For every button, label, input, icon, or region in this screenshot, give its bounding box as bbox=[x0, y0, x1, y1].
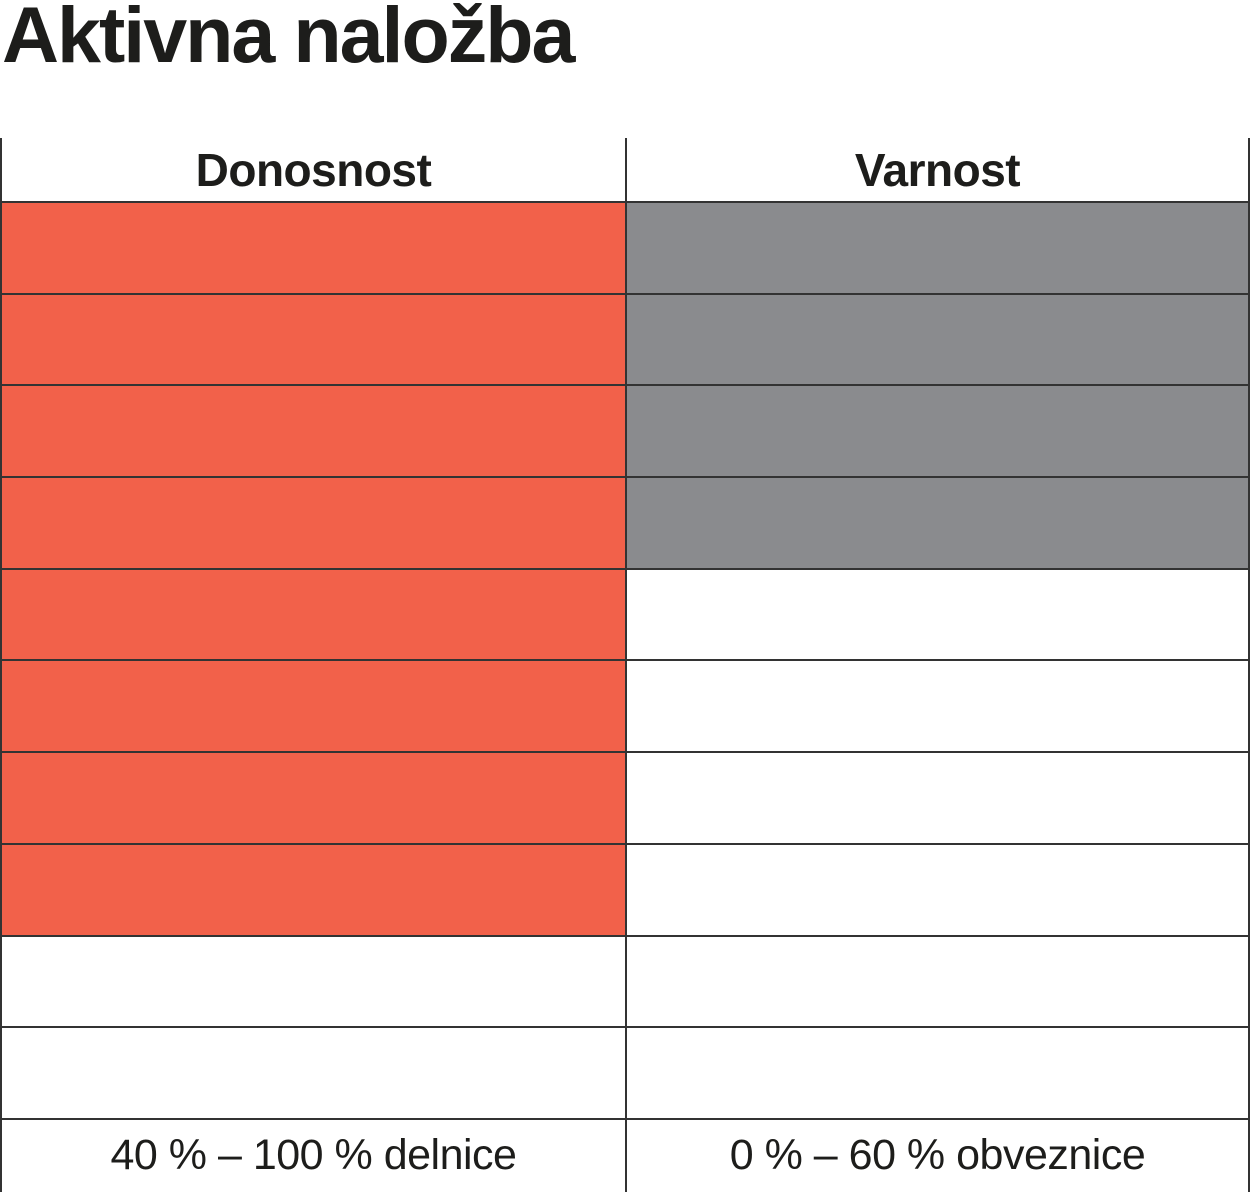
range-label-obveznice: 0 % – 60 % obveznice bbox=[729, 1131, 1146, 1180]
varnost-cell bbox=[627, 294, 1248, 385]
varnost-cell bbox=[627, 203, 1248, 293]
page-title: Aktivna naložba bbox=[2, 0, 575, 79]
varnost-cell bbox=[627, 478, 1248, 568]
donosnost-cell bbox=[2, 753, 627, 843]
varnost-cell bbox=[627, 936, 1248, 1027]
donosnost-cell bbox=[2, 1028, 627, 1118]
varnost-cell bbox=[627, 844, 1248, 935]
varnost-cell bbox=[627, 386, 1248, 477]
donosnost-cell bbox=[2, 569, 627, 660]
varnost-cell bbox=[627, 753, 1248, 843]
donosnost-cell bbox=[2, 661, 627, 752]
varnost-cell bbox=[627, 569, 1248, 660]
rating-table: Donosnost Varnost 40 % – 100 % delnice 0… bbox=[0, 138, 1250, 1192]
donosnost-cell bbox=[2, 844, 627, 935]
donosnost-cell bbox=[2, 203, 627, 293]
rating-row bbox=[2, 478, 1248, 570]
donosnost-cell bbox=[2, 936, 627, 1027]
rating-row bbox=[2, 569, 1248, 662]
column-header-donosnost: Donosnost bbox=[2, 138, 627, 201]
rating-row bbox=[2, 294, 1248, 387]
table-footer-row: 40 % – 100 % delnice 0 % – 60 % obveznic… bbox=[2, 1119, 1248, 1192]
rating-row bbox=[2, 844, 1248, 937]
rating-grid bbox=[2, 203, 1248, 1120]
rating-row bbox=[2, 203, 1248, 295]
rating-row bbox=[2, 936, 1248, 1029]
column-header-varnost: Varnost bbox=[854, 143, 1021, 196]
rating-row bbox=[2, 1028, 1248, 1120]
donosnost-cell bbox=[2, 386, 627, 477]
varnost-cell bbox=[627, 1028, 1248, 1118]
donosnost-cell bbox=[2, 478, 627, 568]
rating-row bbox=[2, 753, 1248, 845]
table-header-row: Donosnost Varnost bbox=[2, 138, 1248, 203]
rating-row bbox=[2, 661, 1248, 754]
range-label-delnice: 40 % – 100 % delnice bbox=[2, 1119, 627, 1192]
rating-row bbox=[2, 386, 1248, 479]
donosnost-cell bbox=[2, 294, 627, 385]
varnost-cell bbox=[627, 661, 1248, 752]
